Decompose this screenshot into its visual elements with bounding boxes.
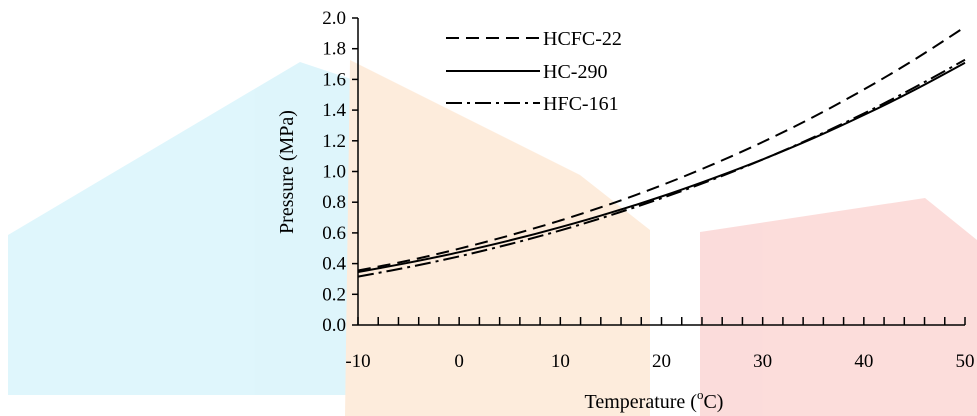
x-tick-label: 30: [753, 351, 772, 372]
x-tick-label: 10: [551, 351, 570, 372]
watermark-blue-shape: [8, 62, 360, 395]
y-tick-label: 0.2: [322, 284, 346, 305]
y-tick-label: 1.0: [322, 162, 346, 183]
y-tick-label: 0.4: [322, 254, 346, 275]
axes: 0.0 0.2 0.4 0.6 0.8 1.0 1.2 1.4 1.6 1.8 2.0 -10 0 10 2…: [322, 8, 974, 372]
y-tick-label: 0.6: [322, 223, 346, 244]
x-tick-label: -10: [345, 351, 370, 372]
y-axis-title: Pressure (MPa): [276, 110, 298, 234]
legend-label-hfc-161: HFC-161: [543, 93, 619, 115]
legend-label-hcfc-22: HCFC-22: [543, 28, 622, 50]
series-line-hfc-161: [357, 58, 966, 278]
y-tick-label: 1.8: [322, 39, 346, 60]
legend: HCFC-22 HC-290 HFC-161: [446, 28, 622, 115]
watermark-logo: [8, 60, 977, 416]
x-tick-label: 40: [854, 351, 873, 372]
x-axis-title: Temperature (oC): [585, 387, 724, 413]
series-layer: [357, 26, 966, 278]
watermark-red-shape: [700, 198, 977, 416]
y-tick-label: 1.4: [322, 100, 346, 121]
series-line-hc-290: [357, 61, 966, 273]
y-tick-label: 0.0: [322, 315, 346, 336]
y-tick-label: 1.2: [322, 131, 346, 152]
y-tick-label: 2.0: [322, 8, 346, 29]
x-axis-title-superscript: o: [697, 387, 704, 402]
x-tick-label: 20: [652, 351, 671, 372]
x-tick-label: 0: [454, 351, 464, 372]
series-line-hcfc-22: [357, 26, 966, 272]
y-tick-label: 0.8: [322, 192, 346, 213]
x-tick-label: 50: [956, 351, 975, 372]
legend-label-hc-290: HC-290: [543, 61, 607, 83]
y-tick-label: 1.6: [322, 69, 346, 90]
